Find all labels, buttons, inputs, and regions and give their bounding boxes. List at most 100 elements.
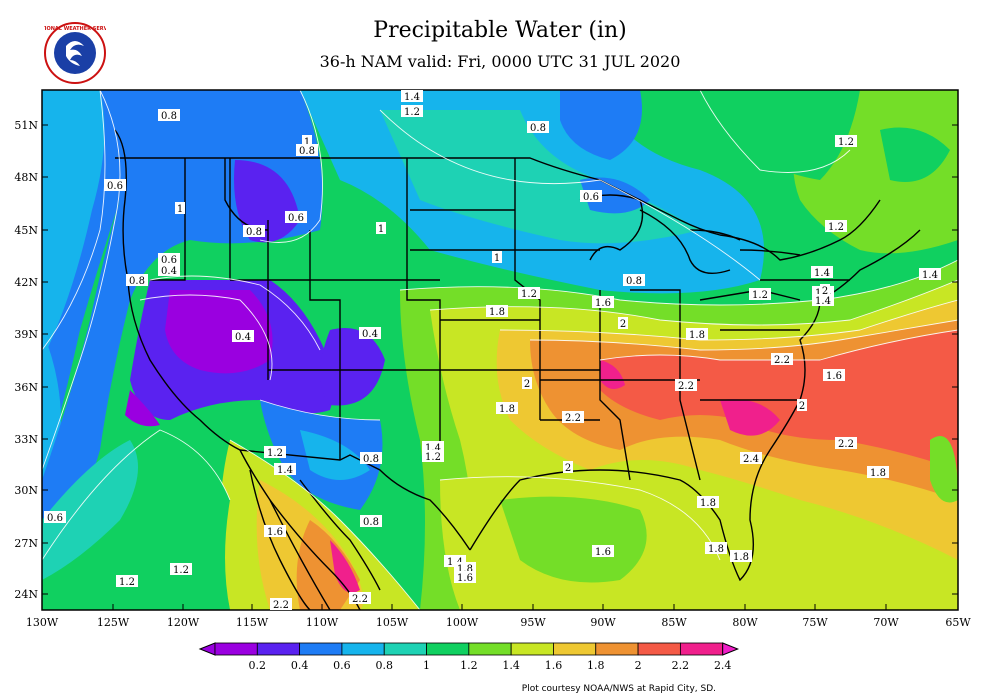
svg-text:2.4: 2.4: [743, 454, 759, 465]
contour-label: 1.2: [116, 575, 138, 588]
contour-label: 1.2: [170, 563, 192, 576]
svg-text:2: 2: [524, 379, 530, 390]
svg-text:1.6: 1.6: [595, 547, 611, 558]
map-frame: [41, 89, 959, 611]
svg-text:1.2: 1.2: [838, 137, 854, 148]
svg-text:1.2: 1.2: [119, 577, 135, 588]
contour-label: 1.8: [686, 328, 708, 341]
contour-label: 0.8: [126, 274, 148, 287]
contour-label: 1.8: [697, 496, 719, 509]
colorbar-left-arrow: [198, 642, 216, 656]
contour-label: 1.4: [811, 266, 833, 279]
colorbar-segment: [214, 642, 258, 656]
contour-label: 2.4: [740, 452, 762, 465]
svg-text:1.8: 1.8: [457, 564, 473, 575]
lat-tick-label: 51N: [14, 119, 38, 132]
colorbar-label: 0.4: [291, 659, 309, 672]
svg-text:0.8: 0.8: [246, 227, 262, 238]
colorbar-segment: [383, 642, 427, 656]
contour-label: 0.4: [359, 327, 381, 340]
svg-text:1.2: 1.2: [828, 222, 844, 233]
lon-tick-label: 65W: [945, 616, 971, 629]
svg-text:0.4: 0.4: [161, 266, 177, 277]
svg-text:0.8: 0.8: [363, 454, 379, 465]
contour-label: 2: [797, 399, 807, 412]
contour-label: 2.2: [349, 592, 371, 605]
contour-label: 1.8: [867, 466, 889, 479]
contour-label: 1: [302, 135, 312, 148]
contour-label: 1.2: [401, 105, 423, 118]
contour-label: 0.6: [285, 211, 307, 224]
contour-label: 2.2: [835, 437, 857, 450]
svg-text:1.2: 1.2: [521, 289, 537, 300]
svg-text:2: 2: [620, 319, 626, 330]
contour-label: 1.6: [592, 545, 614, 558]
contour-label: 0.8: [360, 452, 382, 465]
lat-tick-label: 27N: [14, 537, 38, 550]
contour-label: 1.2: [264, 446, 286, 459]
contour-label: 1.8: [486, 305, 508, 318]
contour-label: 1.6: [823, 369, 845, 382]
contour-label: 1.2: [825, 220, 847, 233]
svg-text:0.6: 0.6: [107, 181, 123, 192]
lat-tick-label: 33N: [14, 433, 38, 446]
svg-text:1.2: 1.2: [267, 448, 283, 459]
svg-text:2: 2: [822, 286, 828, 297]
colorbar-segment: [510, 642, 554, 656]
svg-text:2: 2: [565, 463, 571, 474]
colorbar-segment: [256, 642, 301, 656]
precip-field: [42, 90, 958, 610]
colorbar: 0.2 0.4 0.6 0.8 1 1.2 1.4 1.6 1.8 2 2.2 2.4: [198, 642, 740, 672]
svg-text:1.2: 1.2: [404, 107, 420, 118]
lon-tick-label: 130W: [26, 616, 59, 629]
contour-label: 1.6: [592, 296, 614, 309]
colorbar-segment: [553, 642, 597, 656]
svg-text:1.8: 1.8: [708, 544, 724, 555]
contour-label: 1: [492, 251, 502, 264]
colorbar-label: 1.6: [545, 659, 563, 672]
colorbar-label: 1.4: [502, 659, 520, 672]
svg-text:1.8: 1.8: [489, 307, 505, 318]
colorbar-label: 0.6: [333, 659, 351, 672]
contour-label: 1.2: [518, 287, 540, 300]
svg-text:0.6: 0.6: [288, 213, 304, 224]
contour-label: 0.8: [243, 225, 265, 238]
svg-text:2.2: 2.2: [352, 594, 368, 605]
svg-text:1: 1: [378, 224, 384, 235]
lon-tick-label: 90W: [590, 616, 616, 629]
contour-label: 1.4: [919, 268, 941, 281]
svg-text:0.8: 0.8: [161, 111, 177, 122]
svg-text:1.6: 1.6: [826, 371, 842, 382]
contour-label: 1.2: [422, 450, 444, 463]
latitude-axis: 51N 48N 45N 42N 39N 36N 33N 30N 27N 24N: [14, 119, 958, 601]
contour-label: 0.6: [104, 179, 126, 192]
svg-text:0.8: 0.8: [129, 276, 145, 287]
svg-text:0.8: 0.8: [299, 146, 315, 157]
lat-tick-label: 30N: [14, 484, 38, 497]
contour-label: 0.4: [158, 264, 180, 277]
contour-label: 2.2: [562, 411, 584, 424]
colorbar-segment: [679, 642, 724, 656]
svg-text:2.2: 2.2: [565, 413, 581, 424]
svg-text:2: 2: [799, 401, 805, 412]
contour-label: 1.6: [264, 525, 286, 538]
svg-text:1.2: 1.2: [425, 452, 441, 463]
lon-tick-label: 100W: [446, 616, 479, 629]
contour-label-layer: 1.41.20.80.81.210.80.610.60.60.8 1 1.20.60…: [44, 90, 941, 611]
colorbar-label: 1.8: [587, 659, 605, 672]
contour-label: 0.8: [296, 144, 318, 157]
lat-tick-label: 24N: [14, 588, 38, 601]
lon-tick-label: 105W: [376, 616, 409, 629]
lat-tick-label: 42N: [14, 276, 38, 289]
lon-tick-label: 115W: [236, 616, 269, 629]
contour-label: 2: [522, 377, 532, 390]
colorbar-segment: [299, 642, 343, 656]
contour-label: 1: [175, 202, 185, 215]
svg-text:2.2: 2.2: [838, 439, 854, 450]
svg-text:1.8: 1.8: [689, 330, 705, 341]
svg-text:2.2: 2.2: [774, 355, 790, 366]
svg-text:1.2: 1.2: [173, 565, 189, 576]
contour-label: 0.4: [232, 330, 254, 343]
svg-text:1.8: 1.8: [733, 552, 749, 563]
